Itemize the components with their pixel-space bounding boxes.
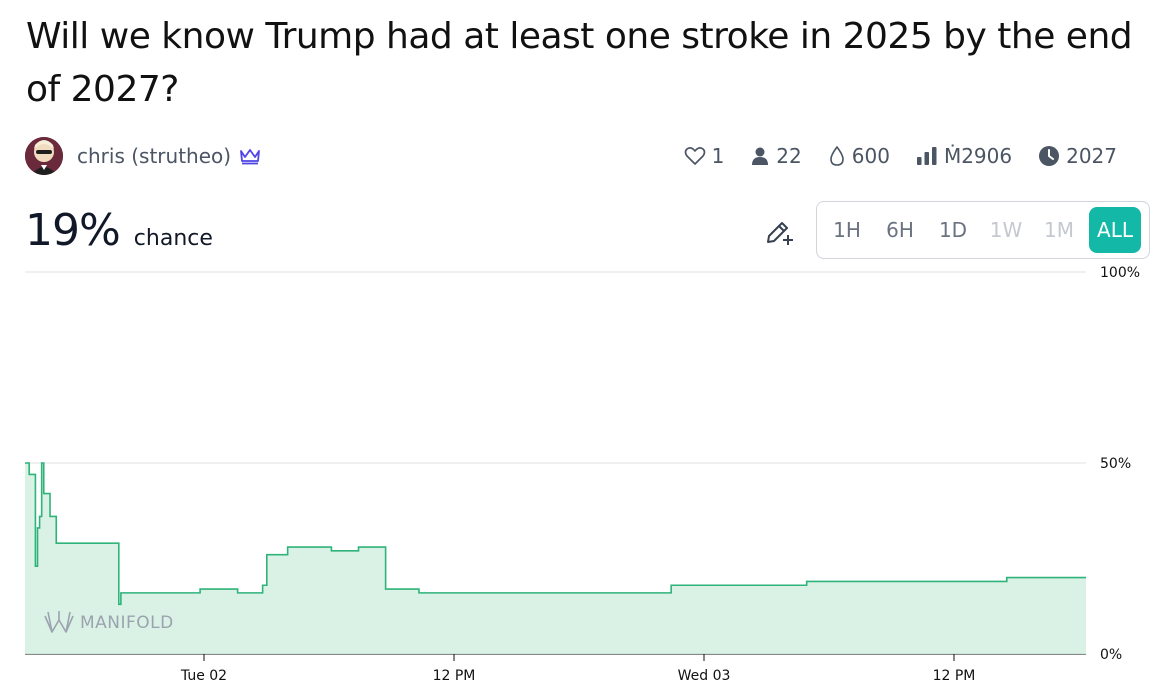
author-avatar[interactable]: [25, 137, 63, 175]
author-name[interactable]: chris (strutheo): [77, 144, 232, 168]
edit-chart-icon[interactable]: [764, 216, 794, 246]
probability-value: 19%: [25, 205, 121, 256]
range-1m-button[interactable]: 1M: [1044, 218, 1074, 242]
manifold-watermark: MANIFOLD: [44, 611, 174, 633]
range-1d-button[interactable]: 1D: [938, 218, 968, 242]
market-title: Will we know Trump had at least one stro…: [26, 16, 1133, 110]
close-date-stat[interactable]: 2027: [1038, 144, 1117, 168]
watermark-text: MANIFOLD: [80, 613, 174, 633]
y-tick-label: 100%: [1100, 265, 1140, 281]
x-tick-label: 12 PM: [933, 668, 976, 684]
market-stats: 1 22 600 Ṁ2906 2027: [684, 140, 1117, 172]
range-1w-button[interactable]: 1W: [989, 218, 1023, 242]
volume-amount: Ṁ2906: [943, 144, 1013, 168]
bar-chart-icon: [916, 147, 937, 165]
x-tick-label: Tue 02: [180, 668, 227, 684]
range-all-button[interactable]: ALL: [1089, 207, 1141, 253]
probability-display: 19% chance: [25, 205, 213, 256]
y-tick-label: 50%: [1100, 456, 1131, 472]
manifold-logo-icon: [44, 611, 74, 633]
liquidity-amount: 600: [851, 144, 890, 168]
x-tick-label: Wed 03: [678, 668, 731, 684]
range-1h-button[interactable]: 1H: [833, 218, 861, 242]
droplet-icon: [829, 146, 844, 166]
clock-icon: [1039, 146, 1060, 166]
likes-count: 1: [711, 144, 725, 168]
crown-icon: [239, 147, 261, 165]
heart-icon: [684, 147, 705, 165]
volume-stat[interactable]: Ṁ2906: [916, 144, 1012, 168]
probability-label: chance: [133, 226, 213, 251]
y-tick-label: 0%: [1100, 647, 1122, 663]
probability-area: [25, 463, 1086, 654]
probability-line: [25, 462, 1086, 606]
close-year: 2027: [1066, 144, 1117, 168]
x-tick-label: 12 PM: [433, 668, 476, 684]
traders-stat[interactable]: 22: [750, 144, 802, 168]
liquidity-stat[interactable]: 600: [828, 144, 890, 168]
time-range-selector: 1H 6H 1D 1W 1M ALL: [816, 201, 1150, 259]
author-row[interactable]: chris (strutheo): [25, 137, 261, 175]
user-icon: [752, 147, 769, 165]
likes-stat[interactable]: 1: [684, 144, 725, 168]
range-6h-button[interactable]: 6H: [886, 218, 914, 242]
traders-count: 22: [776, 144, 802, 168]
